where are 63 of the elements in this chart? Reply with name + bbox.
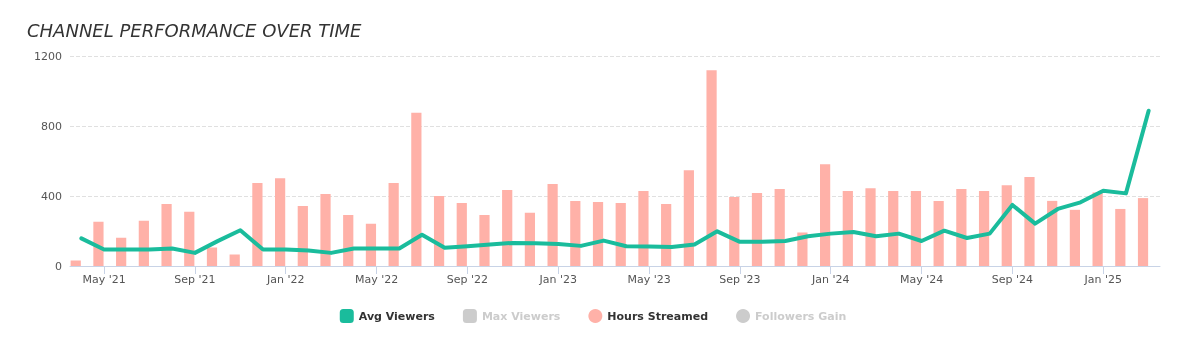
- line-series: [79, 108, 1151, 255]
- bar: [70, 260, 81, 266]
- bar: [547, 184, 558, 266]
- y-tick-label: 1200: [34, 49, 62, 63]
- bar: [433, 196, 445, 266]
- x-tick-label: Sep '23: [719, 273, 761, 286]
- bar: [1069, 209, 1081, 266]
- x-tick-label: Sep '21: [174, 273, 216, 286]
- bar: [1047, 200, 1058, 266]
- bar: [502, 190, 513, 266]
- bar: [683, 170, 694, 266]
- bar: [888, 191, 899, 266]
- bar: [206, 247, 218, 266]
- y-tick-label: 0: [55, 259, 62, 273]
- bar: [1137, 198, 1149, 266]
- bar: [388, 183, 399, 266]
- bar: [343, 214, 354, 266]
- bar: [1001, 185, 1012, 266]
- bar: [956, 189, 967, 266]
- x-tick-label: Jan '25: [1083, 273, 1122, 286]
- chart-title: CHANNEL PERFORMANCE OVER TIME: [27, 19, 363, 41]
- bar: [1115, 208, 1126, 266]
- bar: [729, 197, 740, 266]
- y-tick-label: 800: [41, 119, 62, 133]
- bar: [229, 254, 240, 266]
- bar: [638, 191, 649, 266]
- bar: [1024, 177, 1035, 266]
- bar: [706, 70, 717, 266]
- bar: [615, 203, 626, 266]
- bar: [661, 203, 672, 266]
- bar: [456, 203, 467, 266]
- bar: [751, 193, 763, 266]
- legend-label: Hours Streamed: [607, 309, 709, 323]
- bar: [842, 191, 853, 266]
- bar: [479, 214, 490, 266]
- x-tick-label: May '21: [82, 273, 126, 286]
- bar: [161, 203, 172, 266]
- bar: [820, 164, 831, 266]
- bar: [592, 201, 604, 266]
- x-tick-label: Sep '22: [446, 273, 489, 286]
- bar: [275, 178, 286, 266]
- bar: [184, 211, 195, 266]
- bar: [570, 200, 581, 266]
- x-tick-label: May '22: [354, 273, 399, 286]
- bar: [411, 112, 422, 266]
- x-tick-label: Sep '24: [991, 273, 1034, 286]
- bar: [774, 189, 785, 266]
- bar: [933, 200, 944, 266]
- x-tick-label: Jan '22: [265, 273, 305, 286]
- x-tick-label: May '24: [899, 273, 944, 286]
- bar: [1092, 192, 1103, 266]
- x-tick-label: May '23: [627, 273, 671, 286]
- bar: [978, 191, 990, 266]
- x-tick-label: Jan '24: [810, 273, 850, 286]
- bar: [297, 205, 308, 266]
- bar: [524, 212, 536, 266]
- bar: [252, 183, 263, 266]
- bar: [910, 191, 922, 266]
- y-tick-label: 400: [41, 189, 62, 203]
- legend-label: Avg Viewers: [358, 309, 436, 323]
- bar: [865, 188, 876, 266]
- bar: [320, 194, 331, 266]
- x-tick-label: Jan '23: [538, 273, 577, 286]
